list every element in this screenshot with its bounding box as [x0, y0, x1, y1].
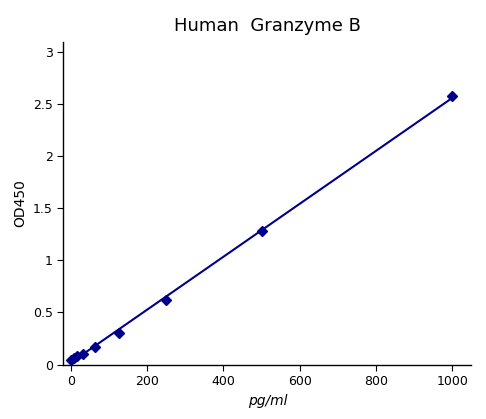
X-axis label: pg/ml: pg/ml	[247, 393, 287, 408]
Title: Human  Granzyme B: Human Granzyme B	[174, 17, 361, 35]
Y-axis label: OD450: OD450	[13, 179, 27, 227]
